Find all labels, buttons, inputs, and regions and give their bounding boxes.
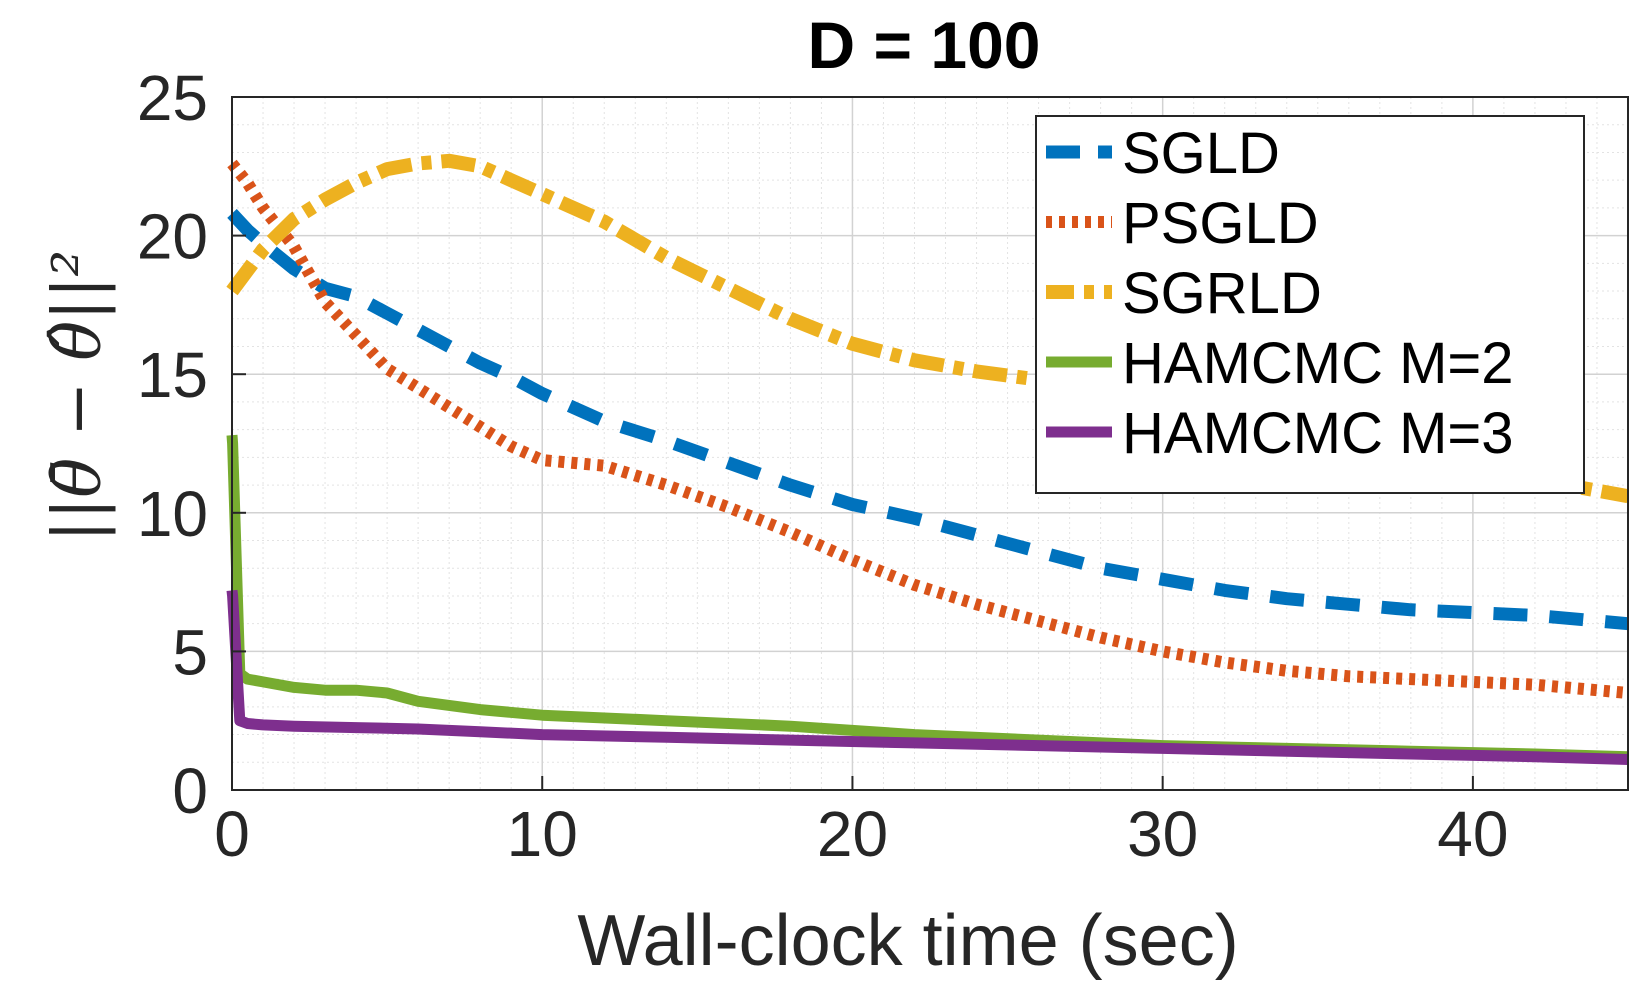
chart-title: D = 100 [808, 8, 1041, 82]
y-tick-label: 10 [137, 478, 208, 550]
x-tick-label: 10 [507, 798, 578, 870]
x-tick-label: 30 [1127, 798, 1198, 870]
y-tick-label: 20 [137, 201, 208, 273]
y-tick-label: 0 [172, 755, 208, 827]
y-tick-label: 25 [137, 62, 208, 134]
legend-label: SGLD [1122, 121, 1280, 186]
legend-label: HAMCMC M=2 [1122, 331, 1514, 396]
series-line-sgld [227, 208, 1629, 631]
x-tick-label: 20 [817, 798, 888, 870]
x-tick-label: 0 [214, 798, 250, 870]
series-line-psgld [227, 159, 1629, 699]
plot-area-frame [231, 96, 1629, 791]
legend-label: PSGLD [1122, 191, 1319, 256]
y-tick-label: 15 [137, 339, 208, 411]
y-axis-title: ||θ̄ − θ̂||² [39, 250, 116, 542]
x-axis-title: Wall-clock time (sec) [577, 901, 1238, 981]
y-axis-ticks: 0 5 10 15 20 25 [137, 62, 246, 827]
legend-label: HAMCMC M=3 [1122, 401, 1514, 466]
y-tick-label: 5 [172, 616, 208, 688]
series-line-hamcmc-m-3 [226, 589, 1629, 765]
legend-label: SGRLD [1122, 261, 1322, 326]
x-tick-label: 40 [1437, 798, 1508, 870]
legend-box [1035, 115, 1585, 494]
x-axis-ticks: 0 10 20 30 40 [214, 776, 1508, 870]
